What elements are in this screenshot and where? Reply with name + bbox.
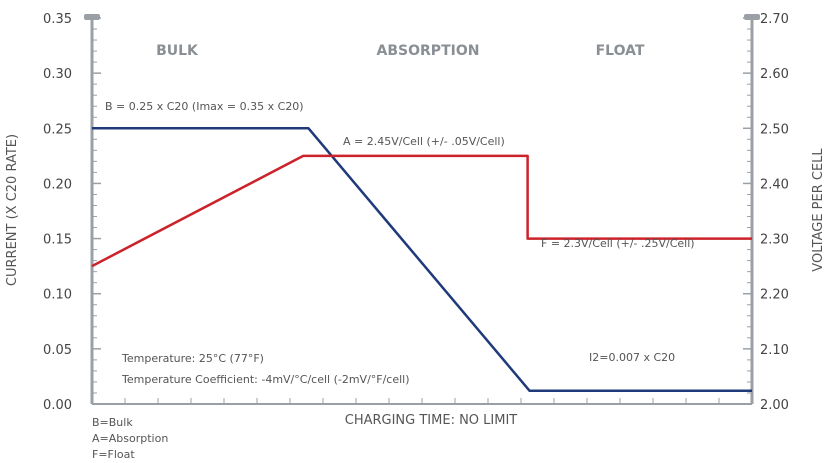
- left-tick-label: 0.15: [43, 233, 72, 248]
- temp-coefficient-label: Temperature Coefficient: -4mV/°C/cell (-…: [121, 373, 410, 386]
- right-tick-label: 2.60: [760, 67, 789, 82]
- left-tick-label: 0.20: [43, 177, 72, 192]
- right-tick-label: 2.20: [760, 288, 789, 303]
- right-tick-label: 2.10: [760, 343, 789, 358]
- legend-note-absorption: A=Absorption: [92, 432, 168, 445]
- right-tick-label: 2.30: [760, 233, 789, 248]
- phase-float: FLOAT: [596, 43, 645, 59]
- left-axis-cap: [84, 14, 100, 20]
- float-voltage-label: F = 2.3V/Cell (+/- .25V/Cell): [541, 237, 695, 250]
- right-axis-title: VOLTAGE PER CELL: [811, 148, 826, 272]
- left-tick-label: 0.25: [43, 122, 72, 137]
- float-current-label: I2=0.007 x C20: [589, 351, 675, 364]
- current-series-line: [92, 127, 752, 393]
- left-tick-label: 0.05: [43, 343, 72, 358]
- left-tick-label: 0.30: [43, 67, 72, 82]
- phase-bulk: BULK: [156, 43, 199, 59]
- axes: [84, 14, 760, 405]
- right-tick-label: 2.00: [760, 398, 789, 413]
- absorption-voltage-label: A = 2.45V/Cell (+/- .05V/Cell): [343, 135, 505, 148]
- right-axis-cap: [744, 14, 760, 20]
- right-tick-label: 2.40: [760, 177, 789, 192]
- right-tick-label: 2.50: [760, 122, 789, 137]
- phase-absorption: ABSORPTION: [377, 43, 480, 59]
- legend-note-float: F=Float: [92, 448, 135, 461]
- left-tick-label: 0.00: [43, 398, 72, 413]
- left-axis-title: CURRENT (X C20 RATE): [5, 134, 20, 286]
- temperature-label: Temperature: 25°C (77°F): [121, 352, 264, 365]
- series-layer: [91, 127, 752, 393]
- ticks: 0.00 0.05 0.10 0.15 0.20 0.25 0.30 0.35 2.00 2.10…: [43, 12, 789, 413]
- bulk-formula-label: B = 0.25 x C20 (Imax = 0.35 x C20): [105, 100, 304, 113]
- left-tick-label: 0.35: [43, 12, 72, 27]
- voltage-series-line: [91, 154, 752, 268]
- x-axis-title: CHARGING TIME: NO LIMIT: [345, 413, 518, 428]
- legend-note-bulk: B=Bulk: [92, 416, 133, 429]
- left-tick-label: 0.10: [43, 288, 72, 303]
- right-tick-label: 2.70: [760, 12, 789, 27]
